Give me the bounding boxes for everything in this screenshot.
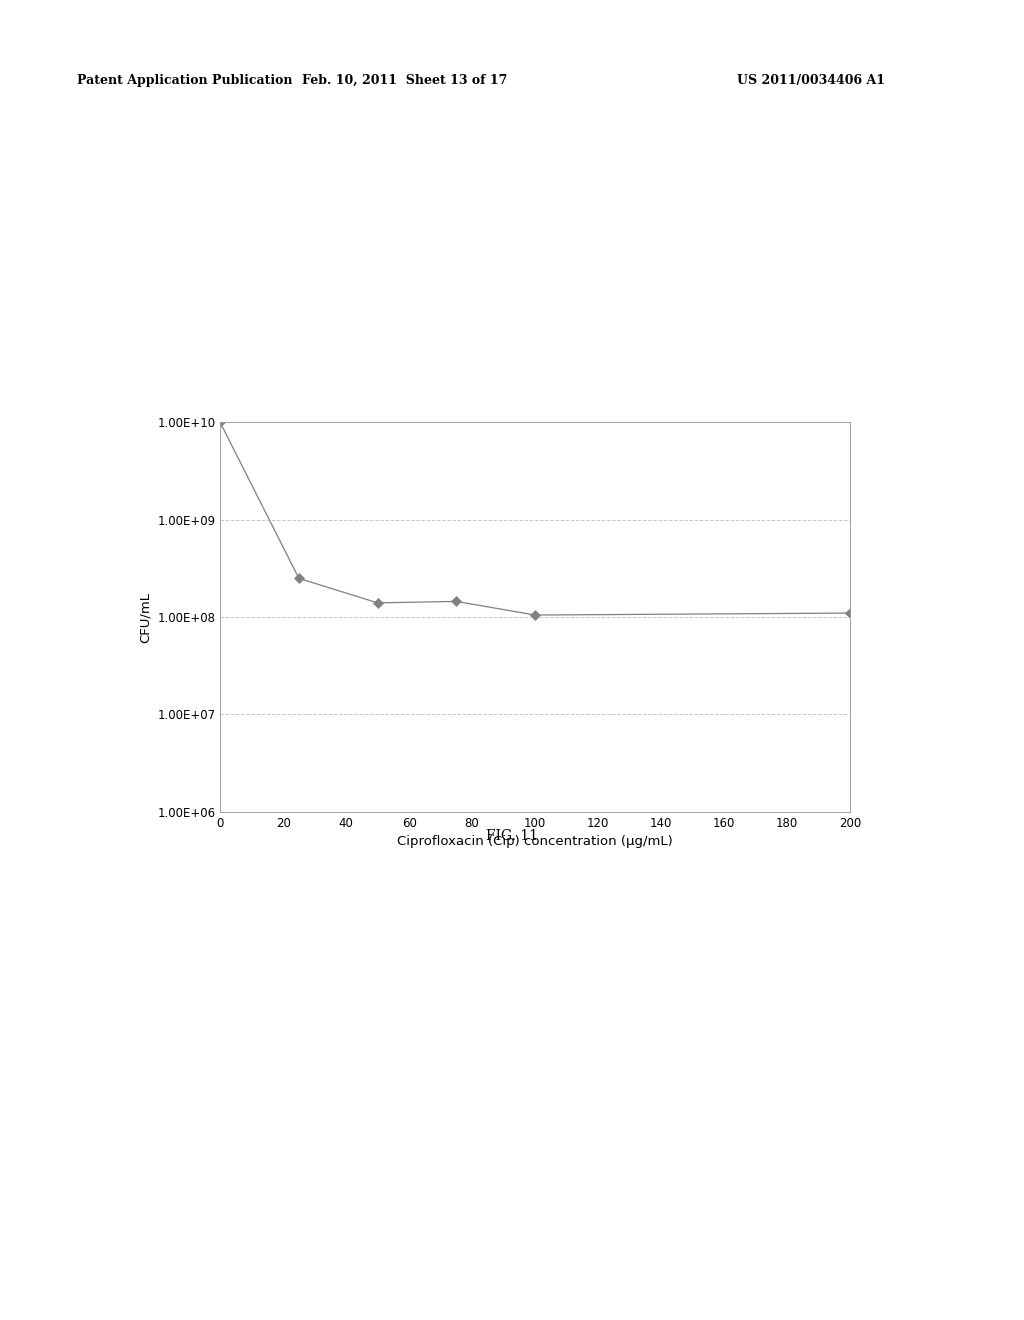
Text: US 2011/0034406 A1: US 2011/0034406 A1 bbox=[737, 74, 886, 87]
X-axis label: Ciprofloxacin (Cip) concentration (μg/mL): Ciprofloxacin (Cip) concentration (μg/mL… bbox=[397, 836, 673, 849]
Text: Patent Application Publication: Patent Application Publication bbox=[77, 74, 292, 87]
Text: Feb. 10, 2011  Sheet 13 of 17: Feb. 10, 2011 Sheet 13 of 17 bbox=[302, 74, 507, 87]
Y-axis label: CFU/mL: CFU/mL bbox=[138, 591, 152, 643]
Text: FIG. 11: FIG. 11 bbox=[486, 829, 538, 843]
